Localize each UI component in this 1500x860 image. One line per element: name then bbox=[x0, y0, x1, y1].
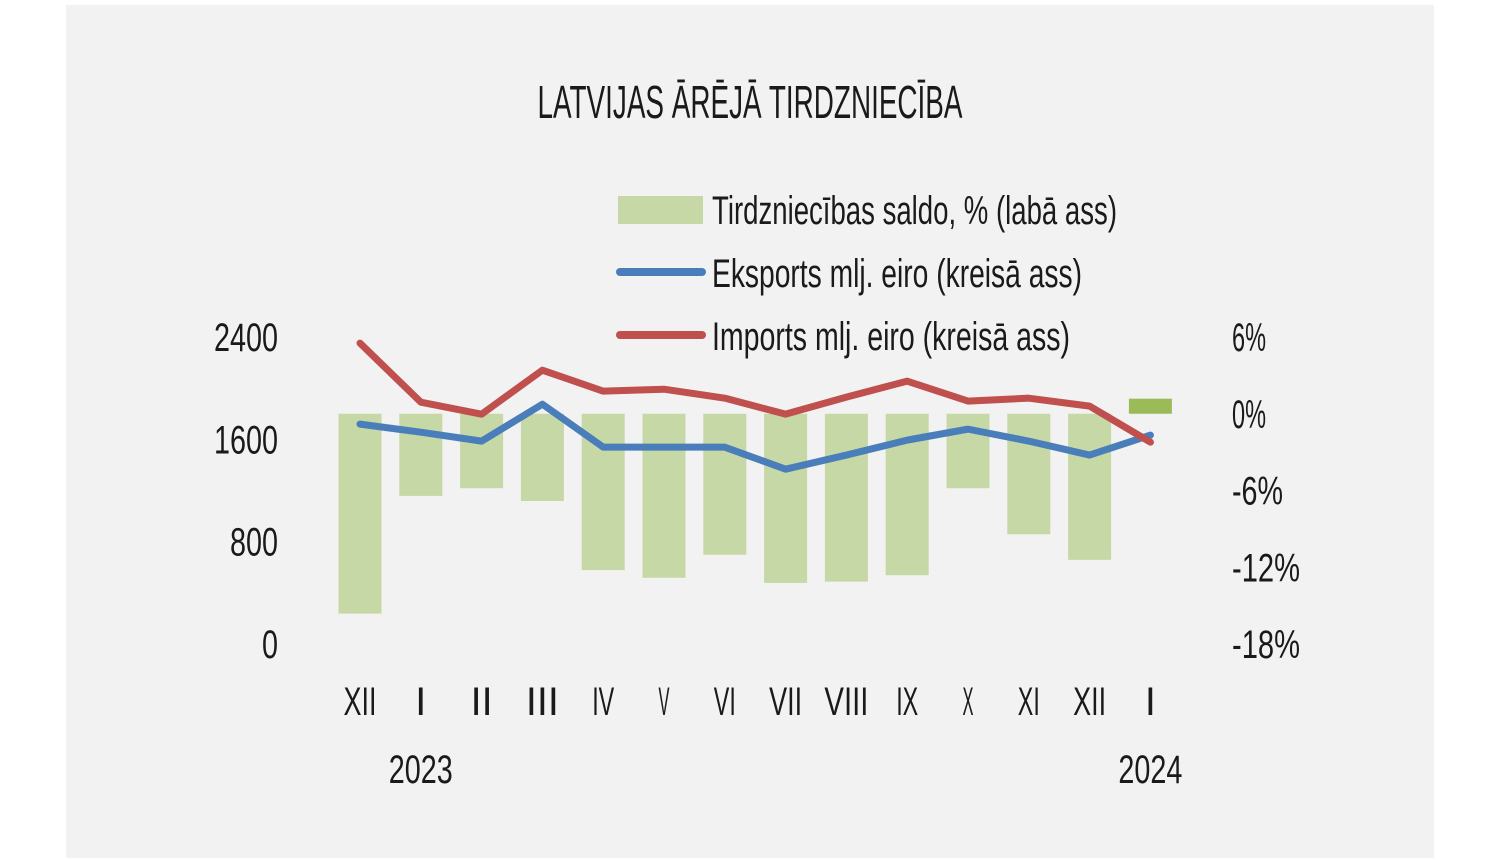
chart-panel bbox=[66, 5, 1434, 858]
x-axis-tick: III bbox=[526, 680, 559, 724]
bar-balance bbox=[520, 413, 564, 502]
legend: Tirdzniecības saldo, % (labā ass) Ekspor… bbox=[616, 189, 1117, 359]
line-import bbox=[356, 339, 1154, 446]
bar-balance bbox=[1128, 398, 1172, 414]
legend-label-export: Eksports mlj. eiro (kreisā ass) bbox=[712, 252, 1082, 296]
x-axis-tick: I bbox=[1145, 680, 1156, 724]
bar-balance bbox=[642, 413, 686, 578]
x-axis-tick: II bbox=[471, 680, 493, 724]
bar-balance bbox=[1007, 413, 1051, 535]
chart-title: LATVIJAS ĀRĒJĀ TIRDZNIECĪBA bbox=[538, 76, 963, 128]
x-axis-tick: IX bbox=[896, 680, 918, 724]
year-label: 2024 bbox=[1118, 748, 1182, 792]
legend-label-balance: Tirdzniecības saldo, % (labā ass) bbox=[712, 189, 1117, 233]
right-axis-tick: -18% bbox=[1232, 623, 1300, 667]
line-export bbox=[356, 400, 1154, 473]
bar-balance bbox=[1068, 413, 1112, 560]
right-axis-tick: -6% bbox=[1232, 470, 1283, 514]
x-axis-tick: VI bbox=[714, 680, 736, 724]
x-axis-tick: VII bbox=[769, 680, 802, 724]
x-axis-tick: I bbox=[415, 680, 426, 724]
bar-balance bbox=[946, 413, 990, 489]
right-axis-tick: 6% bbox=[1232, 316, 1266, 360]
year-label: 2023 bbox=[389, 748, 453, 792]
x-axis-tick: IV bbox=[592, 680, 614, 724]
bar-balance bbox=[460, 413, 504, 489]
bar-balance bbox=[764, 413, 808, 583]
bar-balance bbox=[824, 413, 868, 582]
right-axis-tick: -12% bbox=[1232, 546, 1300, 590]
left-axis-tick: 2400 bbox=[214, 316, 278, 360]
left-axis-tick: 0 bbox=[262, 623, 278, 667]
legend-swatch-balance bbox=[618, 196, 703, 224]
left-axis-tick: 800 bbox=[230, 521, 278, 565]
x-axis-tick: XII bbox=[1073, 680, 1106, 724]
x-axis-tick: XI bbox=[1018, 680, 1040, 724]
x-axis-tick: VIII bbox=[824, 680, 868, 724]
x-axis-tick: V bbox=[659, 680, 670, 724]
left-axis-tick: 1600 bbox=[214, 418, 278, 462]
bar-balance bbox=[703, 413, 747, 555]
legend-label-import: Imports mlj. eiro (kreisā ass) bbox=[712, 315, 1070, 359]
bar-balance bbox=[399, 413, 443, 496]
x-axis-tick: XII bbox=[344, 680, 377, 724]
right-axis-tick: 0% bbox=[1232, 393, 1266, 437]
x-axis-tick: X bbox=[963, 680, 974, 724]
bar-balance bbox=[338, 413, 382, 614]
